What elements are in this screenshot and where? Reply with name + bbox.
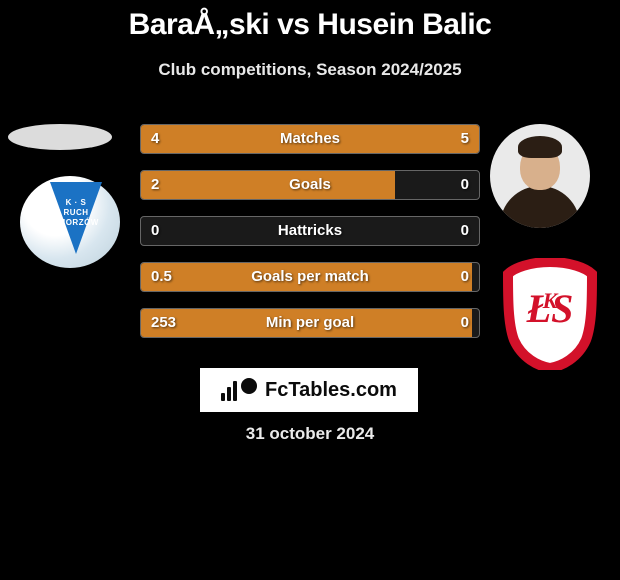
club-left-line2: CHORZÓW [53,218,99,227]
bar-row: 2Goals0 [140,170,480,200]
comparison-bars: 4Matches52Goals00Hattricks00.5Goals per … [140,124,480,354]
club-right-badge: ŁS K [500,258,600,370]
bar-right-value: 0 [461,309,469,337]
bar-right-value: 0 [461,263,469,291]
bar-row: 0.5Goals per match0 [140,262,480,292]
bar-right-value: 0 [461,171,469,199]
bar-row: 0Hattricks0 [140,216,480,246]
ball-icon [241,378,257,394]
subtitle: Club competitions, Season 2024/2025 [0,60,620,80]
bar-right-value: 5 [461,125,469,153]
player-left-avatar [8,124,112,150]
bar-metric: Goals [141,171,479,199]
player-right-avatar [490,124,590,228]
fctables-banner: FcTables.com [200,368,418,412]
club-left-line1: RUCH [63,208,88,217]
bar-metric: Min per goal [141,309,479,337]
bar-right-value: 0 [461,217,469,245]
date-text: 31 october 2024 [0,424,620,444]
bar-row: 253Min per goal0 [140,308,480,338]
bar-metric: Goals per match [141,263,479,291]
fctables-logo-icon [221,379,237,401]
page-title: BaraÅ„ski vs Husein Balic [0,0,620,42]
club-left-ks: K · S [66,198,87,207]
bar-row: 4Matches5 [140,124,480,154]
club-left-badge: K · S RUCH CHORZÓW [20,176,120,268]
bar-metric: Matches [141,125,479,153]
svg-text:K: K [542,288,559,313]
banner-text: FcTables.com [265,379,397,402]
bar-metric: Hattricks [141,217,479,245]
